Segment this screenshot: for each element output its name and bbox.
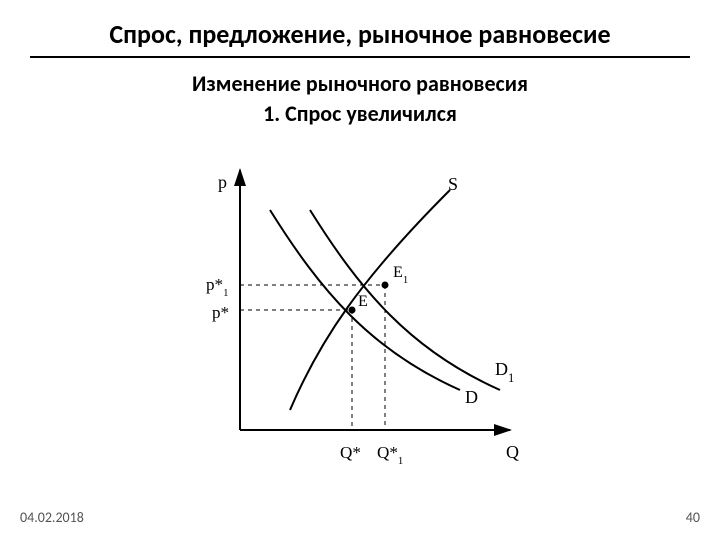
svg-text:D1: D1 [495,359,514,385]
slide-subtitle-1: Изменение рыночного равновесия [0,70,720,97]
svg-text:D: D [465,387,478,407]
chart-svg: p Q S D D1 E E1 p*1 p* Q* Q*1 [180,150,540,470]
svg-text:Q*: Q* [340,443,361,462]
svg-text:E: E [358,292,368,310]
svg-text:S: S [448,174,458,194]
slide-subtitle-2: 1. Спрос увеличился [0,100,720,127]
svg-text:Q: Q [506,442,519,462]
svg-text:p*1: p*1 [206,275,229,299]
footer-date: 04.02.2018 [20,509,84,526]
supply-demand-chart: p Q S D D1 E E1 p*1 p* Q* Q*1 [180,150,540,470]
svg-text:p: p [218,172,227,192]
slide-title: Спрос, предложение, рыночное равновесие [30,18,690,58]
slide: Спрос, предложение, рыночное равновесие … [0,0,720,540]
svg-text:p*: p* [212,303,229,322]
footer-page-number: 40 [686,509,700,526]
svg-text:Q*1: Q*1 [377,443,403,467]
svg-text:E1: E1 [393,263,408,286]
